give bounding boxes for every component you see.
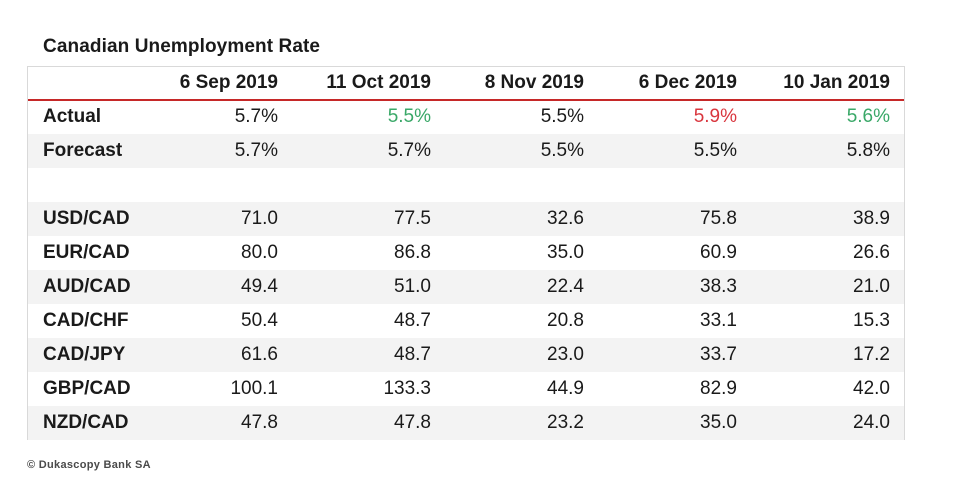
table-cell: 22.4 [547, 276, 584, 297]
table-cell: 51.0 [394, 276, 431, 297]
table-cell: 33.7 [700, 344, 737, 365]
table-cell: 49.4 [241, 276, 278, 297]
table-header-row: 6 Sep 2019 11 Oct 2019 8 Nov 2019 6 Dec … [28, 67, 904, 101]
table-title: Canadian Unemployment Rate [43, 36, 321, 57]
table-cell: 23.2 [547, 412, 584, 433]
column-header: 10 Jan 2019 [783, 72, 890, 93]
table-cell: 61.6 [241, 344, 278, 365]
table-cell: 100.1 [230, 378, 278, 399]
table-cell: 5.5% [540, 106, 584, 127]
table-row: USD/CAD 71.0 77.5 32.6 75.8 38.9 [28, 202, 904, 236]
table-cell: 5.6% [846, 106, 890, 127]
table-cell: 42.0 [853, 378, 890, 399]
table-cell: 48.7 [394, 310, 431, 331]
table-cell: 133.3 [383, 378, 431, 399]
table-cell: 24.0 [853, 412, 890, 433]
table-cell: 38.3 [700, 276, 737, 297]
table-cell: 32.6 [547, 208, 584, 229]
table-cell: 5.5% [387, 106, 431, 127]
table-cell: 71.0 [241, 208, 278, 229]
table-cell: 15.3 [853, 310, 890, 331]
column-header: 8 Nov 2019 [484, 72, 584, 93]
table-cell: 5.9% [693, 106, 737, 127]
data-table: 6 Sep 2019 11 Oct 2019 8 Nov 2019 6 Dec … [27, 66, 905, 440]
table-cell: 77.5 [394, 208, 431, 229]
table-cell: 5.7% [387, 140, 431, 161]
table-cell: 60.9 [700, 242, 737, 263]
table-cell: 86.8 [394, 242, 431, 263]
row-label: USD/CAD [43, 208, 130, 229]
table-cell: 5.8% [846, 140, 890, 161]
table-cell: 35.0 [547, 242, 584, 263]
column-header: 6 Dec 2019 [638, 72, 737, 93]
copyright-footer: © Dukascopy Bank SA [27, 459, 151, 471]
table-row [28, 168, 904, 202]
table-cell: 5.5% [693, 140, 737, 161]
table-cell: 80.0 [241, 242, 278, 263]
table-cell: 5.7% [234, 140, 278, 161]
column-header: 6 Sep 2019 [179, 72, 278, 93]
row-label: Forecast [43, 140, 123, 161]
row-label: GBP/CAD [43, 378, 131, 399]
table-row: Actual 5.7% 5.5% 5.5% 5.9% 5.6% [28, 100, 904, 134]
table-cell: 75.8 [700, 208, 737, 229]
table-cell: 20.8 [547, 310, 584, 331]
table-cell: 35.0 [700, 412, 737, 433]
table-cell: 50.4 [241, 310, 278, 331]
table-cell: 47.8 [394, 412, 431, 433]
table-row: Forecast 5.7% 5.7% 5.5% 5.5% 5.8% [28, 134, 904, 168]
table-cell: 5.5% [540, 140, 584, 161]
table-cell: 33.1 [700, 310, 737, 331]
table-cell: 44.9 [547, 378, 584, 399]
table-row: CAD/CHF 50.4 48.7 20.8 33.1 15.3 [28, 304, 904, 338]
column-header: 11 Oct 2019 [326, 72, 431, 93]
table-cell: 47.8 [241, 412, 278, 433]
table-cell: 21.0 [853, 276, 890, 297]
table-row: EUR/CAD 80.0 86.8 35.0 60.9 26.6 [28, 236, 904, 270]
row-label: CAD/JPY [43, 344, 126, 365]
row-label: EUR/CAD [43, 242, 130, 263]
row-label: NZD/CAD [43, 412, 129, 433]
table-cell: 23.0 [547, 344, 584, 365]
table-row: AUD/CAD 49.4 51.0 22.4 38.3 21.0 [28, 270, 904, 304]
table-cell: 26.6 [853, 242, 890, 263]
row-label: AUD/CAD [43, 276, 131, 297]
table-cell: 48.7 [394, 344, 431, 365]
table-cell: 17.2 [853, 344, 890, 365]
table-row: GBP/CAD 100.1 133.3 44.9 82.9 42.0 [28, 372, 904, 406]
table-cell: 82.9 [700, 378, 737, 399]
row-label: CAD/CHF [43, 310, 129, 331]
row-label: Actual [43, 106, 102, 127]
table-cell: 5.7% [234, 106, 278, 127]
table-row: NZD/CAD 47.8 47.8 23.2 35.0 24.0 [28, 406, 904, 440]
table-row: CAD/JPY 61.6 48.7 23.0 33.7 17.2 [28, 338, 904, 372]
table-cell: 38.9 [853, 208, 890, 229]
